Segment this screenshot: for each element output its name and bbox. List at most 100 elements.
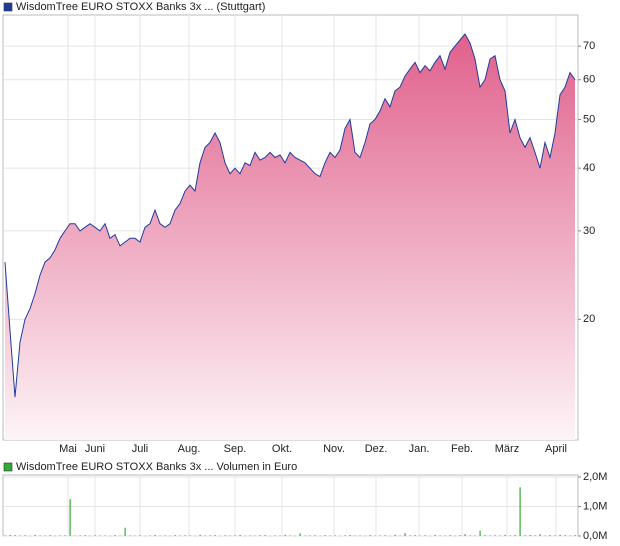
volume-bar bbox=[89, 535, 91, 537]
volume-bar bbox=[259, 535, 261, 536]
volume-bar bbox=[554, 535, 556, 536]
volume-bar bbox=[179, 535, 181, 537]
volume-bar bbox=[49, 535, 51, 536]
volume-bar bbox=[494, 535, 496, 536]
volume-bar bbox=[254, 535, 256, 537]
volume-bar bbox=[224, 535, 226, 536]
volume-bar bbox=[269, 535, 271, 537]
volume-bar bbox=[104, 535, 106, 536]
x-tick-label: Okt. bbox=[272, 443, 292, 455]
volume-bar bbox=[404, 533, 406, 536]
volume-bar bbox=[364, 535, 366, 537]
volume-bar bbox=[449, 535, 451, 536]
volume-bar bbox=[349, 534, 351, 536]
y-tick-label: 20 bbox=[583, 313, 595, 325]
volume-bar bbox=[379, 535, 381, 536]
volume-bar bbox=[64, 535, 66, 536]
volume-bar bbox=[139, 535, 141, 536]
volume-bar bbox=[249, 535, 251, 536]
volume-bar bbox=[264, 535, 266, 536]
volume-bar bbox=[124, 527, 126, 536]
volume-bar bbox=[79, 535, 81, 536]
volume-bar bbox=[439, 535, 441, 536]
y-tick-label: 70 bbox=[583, 40, 595, 52]
x-tick-label: Nov. bbox=[323, 443, 345, 455]
volume-bar bbox=[339, 535, 341, 537]
volume-bar bbox=[529, 534, 531, 536]
volume-bar bbox=[114, 535, 116, 536]
volume-bar bbox=[424, 535, 426, 536]
y-tick-label: 40 bbox=[583, 162, 595, 174]
volume-bar bbox=[459, 535, 461, 536]
volume-bar bbox=[374, 535, 376, 537]
volume-bar bbox=[539, 534, 541, 536]
volume-bar bbox=[99, 535, 101, 537]
x-tick-label: März bbox=[495, 443, 519, 455]
x-tick-label: Jan. bbox=[409, 443, 430, 455]
y-tick-label: 60 bbox=[583, 74, 595, 86]
volume-bar bbox=[444, 535, 446, 537]
volume-bar bbox=[109, 535, 111, 537]
volume-bar bbox=[94, 535, 96, 536]
volume-bar bbox=[474, 535, 476, 537]
volume-bar bbox=[149, 535, 151, 536]
volume-bar bbox=[399, 535, 401, 537]
volume-bar bbox=[574, 535, 576, 536]
y-tick-label: 50 bbox=[583, 113, 595, 125]
volume-bar bbox=[469, 535, 471, 536]
volume-bar bbox=[519, 487, 521, 536]
volume-bar bbox=[294, 535, 296, 537]
volume-bar bbox=[394, 534, 396, 536]
volume-bar bbox=[74, 535, 76, 537]
y-tick-label: 2,0M bbox=[583, 471, 607, 483]
plot-frame bbox=[2, 474, 579, 537]
x-tick-label: April bbox=[545, 443, 567, 455]
x-tick-label: Mai bbox=[59, 443, 77, 455]
volume-bar bbox=[219, 535, 221, 537]
legend-label: WisdomTree EURO STOXX Banks 3x ... (Stut… bbox=[16, 1, 265, 13]
volume-bar bbox=[54, 535, 56, 537]
volume-bar bbox=[569, 535, 571, 537]
x-tick-label: Aug. bbox=[178, 443, 201, 455]
legend-swatch bbox=[3, 462, 13, 472]
volume-bar bbox=[44, 535, 46, 537]
volume-bar bbox=[209, 535, 211, 536]
x-tick-label: Sep. bbox=[224, 443, 247, 455]
volume-bar bbox=[14, 535, 16, 536]
volume-bar bbox=[524, 535, 526, 536]
volume-bar bbox=[39, 535, 41, 536]
volume-bar bbox=[204, 535, 206, 537]
volume-bar bbox=[154, 534, 156, 536]
volume-bar bbox=[174, 535, 176, 536]
volume-bar bbox=[434, 534, 436, 536]
volume-bar bbox=[194, 535, 196, 537]
volume-bar bbox=[354, 535, 356, 537]
price-area bbox=[5, 34, 575, 440]
volume-bar bbox=[384, 535, 386, 536]
volume-bar bbox=[549, 535, 551, 536]
y-tick-label: 30 bbox=[583, 225, 595, 237]
volume-bar bbox=[489, 535, 491, 536]
volume-bar bbox=[199, 534, 201, 536]
volume-bar bbox=[464, 534, 466, 536]
volume-bar bbox=[284, 534, 286, 536]
volume-bar bbox=[559, 534, 561, 536]
volume-bar bbox=[454, 535, 456, 537]
volume-bar bbox=[324, 535, 326, 536]
volume-bar bbox=[319, 535, 321, 537]
legend-swatch bbox=[3, 2, 13, 12]
volume-bar bbox=[4, 535, 6, 536]
volume-bar bbox=[134, 535, 136, 537]
volume-bar bbox=[504, 534, 506, 536]
volume-bar bbox=[84, 535, 86, 536]
y-tick-label: 0,0M bbox=[583, 530, 607, 542]
volume-bar bbox=[299, 533, 301, 536]
volume-bar bbox=[229, 535, 231, 537]
volume-bar bbox=[564, 535, 566, 536]
volume-bar bbox=[159, 535, 161, 537]
volume-bar bbox=[274, 535, 276, 536]
volume-bar bbox=[34, 534, 36, 536]
volume-bar bbox=[479, 530, 481, 536]
x-tick-label: Dez. bbox=[365, 443, 388, 455]
